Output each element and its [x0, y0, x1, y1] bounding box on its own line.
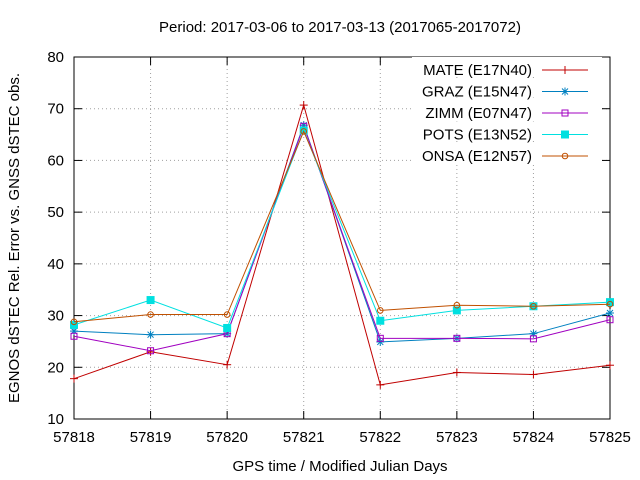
- data-point: [223, 323, 232, 332]
- legend-label: POTS (E13N52): [423, 127, 532, 144]
- x-axis-label: GPS time / Modified Julian Days: [232, 458, 447, 475]
- data-point: [147, 347, 155, 355]
- data-point: [70, 332, 78, 340]
- series-zimm: [70, 122, 614, 355]
- data-point: [561, 109, 569, 117]
- y-tick-label: 30: [47, 308, 64, 325]
- axis-ticks: 57818 57819 57820 57821 57822 57823 57824 57825…: [47, 49, 631, 446]
- data-point: [376, 316, 385, 325]
- data-point: [529, 370, 538, 379]
- legend: MATE (E17N40) GRAZ (E15N47) ZIMM (E07N47) P…: [412, 57, 602, 165]
- x-tick-label: 57818: [53, 429, 95, 446]
- series-mate: [70, 101, 614, 389]
- x-tick-label: 57820: [206, 429, 248, 446]
- data-point: [606, 361, 614, 370]
- legend-item: MATE (E17N40): [412, 57, 602, 79]
- y-tick-label: 50: [47, 204, 64, 221]
- series-group: [70, 101, 614, 389]
- data-point: [376, 337, 385, 346]
- data-point: [561, 130, 569, 139]
- data-point: [70, 374, 78, 383]
- grid: [74, 57, 610, 419]
- data-point: [530, 302, 537, 310]
- legend-item: ONSA (E12N57): [412, 143, 602, 165]
- legend-label: ONSA (E12N57): [422, 148, 532, 165]
- data-point: [606, 298, 614, 307]
- y-tick-label: 80: [47, 49, 64, 66]
- x-tick-label: 57821: [283, 429, 325, 446]
- legend-item: GRAZ (E15N47): [412, 78, 602, 101]
- y-tick-label: 10: [47, 411, 64, 428]
- data-point: [452, 368, 461, 377]
- data-point: [453, 301, 461, 309]
- y-axis-label: EGNOS dSTEC Rel. Error vs. GNSS dSTEC ob…: [6, 73, 23, 403]
- chart-title: Period: 2017-03-06 to 2017-03-13 (201706…: [159, 19, 521, 36]
- data-point: [147, 311, 154, 318]
- x-tick-label: 57824: [513, 429, 555, 446]
- data-point: [529, 335, 537, 343]
- data-point: [376, 307, 384, 314]
- data-point: [299, 101, 308, 110]
- x-tick-label: 57822: [359, 429, 401, 446]
- legend-label: GRAZ (E15N47): [422, 84, 532, 101]
- data-point: [561, 87, 569, 96]
- data-point: [300, 128, 308, 135]
- series-line: [73, 103, 611, 386]
- x-tick-label: 57825: [589, 429, 631, 446]
- data-point: [606, 300, 614, 308]
- data-point: [376, 380, 385, 389]
- series-line: [73, 130, 611, 323]
- series-line: [73, 129, 611, 329]
- data-point: [452, 306, 461, 315]
- plot-frame: [73, 56, 611, 420]
- data-point: [146, 296, 155, 305]
- x-tick-label: 57819: [130, 429, 172, 446]
- legend-label: ZIMM (E07N47): [425, 105, 532, 122]
- y-tick-label: 70: [47, 101, 64, 118]
- data-point: [453, 334, 461, 342]
- series-onsa: [70, 128, 614, 326]
- legend-label: MATE (E17N40): [423, 62, 532, 79]
- data-point: [606, 308, 614, 317]
- data-point: [223, 360, 232, 369]
- data-point: [561, 152, 569, 160]
- y-tick-label: 60: [47, 152, 64, 169]
- data-point: [70, 318, 78, 326]
- data-point: [561, 66, 569, 74]
- series-line: [73, 124, 611, 352]
- data-point: [606, 316, 614, 324]
- data-point: [223, 311, 231, 318]
- legend-item: POTS (E13N52): [412, 121, 602, 144]
- y-tick-label: 20: [47, 359, 64, 376]
- data-point: [376, 334, 384, 342]
- legend-item: ZIMM (E07N47): [412, 100, 602, 122]
- y-tick-label: 40: [47, 256, 64, 273]
- x-tick-label: 57823: [436, 429, 478, 446]
- data-point: [146, 330, 155, 339]
